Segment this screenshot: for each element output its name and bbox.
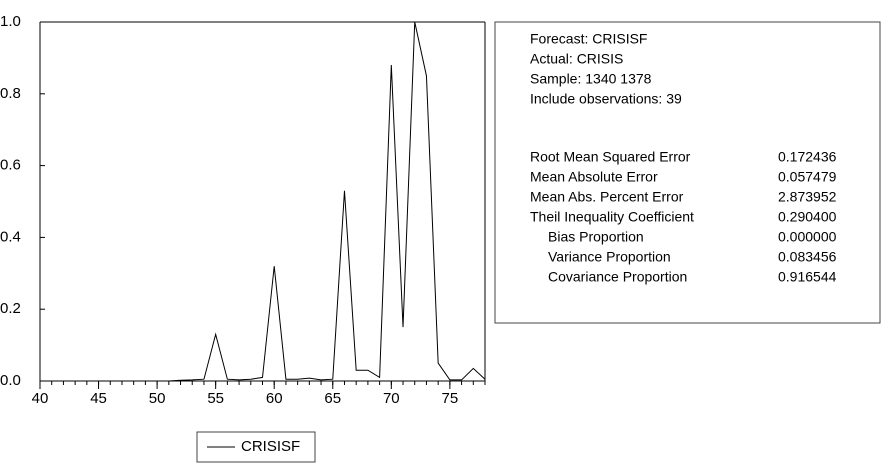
stats-value: 0.290400 bbox=[778, 209, 837, 225]
y-tick-label: 0.8 bbox=[0, 85, 21, 102]
legend-box bbox=[196, 431, 316, 463]
stats-label: Variance Proportion bbox=[548, 249, 671, 265]
stats-label: Bias Proportion bbox=[548, 229, 644, 245]
x-tick-label: 55 bbox=[207, 390, 224, 407]
stats-value: 0.057479 bbox=[778, 169, 837, 185]
y-tick-label: 0.6 bbox=[0, 157, 21, 174]
stats-label: Root Mean Squared Error bbox=[530, 149, 691, 165]
x-tick-label: 60 bbox=[266, 390, 283, 407]
stats-label: Covariance Proportion bbox=[548, 269, 687, 285]
stats-label: Mean Abs. Percent Error bbox=[530, 189, 684, 205]
y-tick-label: 1.0 bbox=[0, 13, 21, 30]
stats-value: 0.916544 bbox=[778, 269, 837, 285]
stats-value: 2.873952 bbox=[778, 189, 837, 205]
stats-header: Forecast: CRISISF bbox=[530, 31, 647, 47]
legend-label: CRISISF bbox=[241, 438, 300, 455]
stats-header: Sample: 1340 1378 bbox=[530, 71, 652, 87]
stats-box bbox=[494, 21, 881, 324]
y-tick-label: 0.4 bbox=[0, 228, 21, 245]
x-tick-label: 50 bbox=[149, 390, 166, 407]
stats-header: Include observations: 39 bbox=[530, 91, 682, 107]
stats-header: Actual: CRISIS bbox=[530, 51, 623, 67]
data-line bbox=[40, 21, 486, 382]
x-tick-label: 70 bbox=[383, 390, 400, 407]
stats-value: 0.083456 bbox=[778, 249, 837, 265]
stats-label: Theil Inequality Coefficient bbox=[530, 209, 694, 225]
stats-value: 0.172436 bbox=[778, 149, 837, 165]
x-tick-label: 65 bbox=[324, 390, 341, 407]
x-tick-label: 40 bbox=[32, 390, 49, 407]
y-tick-label: 0.2 bbox=[0, 300, 21, 317]
y-tick-label: 0.0 bbox=[0, 372, 21, 389]
stats-label: Mean Absolute Error bbox=[530, 169, 658, 185]
x-tick-label: 75 bbox=[442, 390, 459, 407]
x-tick-label: 45 bbox=[90, 390, 107, 407]
stats-value: 0.000000 bbox=[778, 229, 837, 245]
